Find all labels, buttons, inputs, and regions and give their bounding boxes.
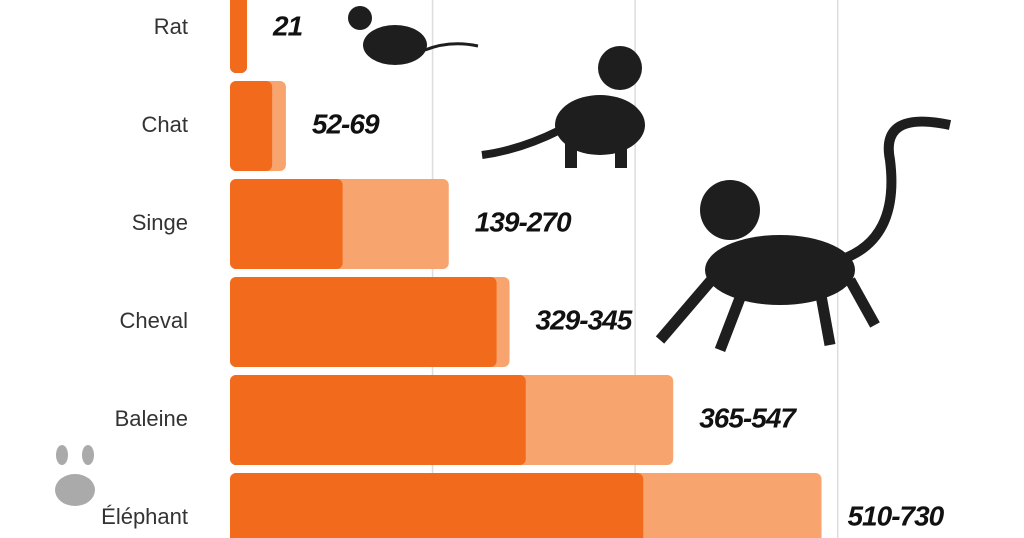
value-label: 510-730 xyxy=(847,500,944,531)
decorations xyxy=(55,6,952,506)
bar-min xyxy=(230,375,526,465)
bar-min xyxy=(230,277,497,367)
bar-min xyxy=(230,0,248,73)
value-label: 329-345 xyxy=(536,304,633,335)
value-label: 52-69 xyxy=(312,108,380,139)
bar-min xyxy=(230,81,273,171)
bar-min xyxy=(230,179,343,269)
category-label: Éléphant xyxy=(101,504,188,529)
value-label: 21 xyxy=(272,10,303,41)
category-label: Baleine xyxy=(115,406,188,431)
plot xyxy=(230,0,839,538)
category-label: Rat xyxy=(154,14,188,39)
category-label: Chat xyxy=(142,112,188,137)
category-label: Singe xyxy=(132,210,188,235)
value-label: 365-547 xyxy=(699,402,797,433)
category-label: Cheval xyxy=(120,308,188,333)
value-label: 139-270 xyxy=(475,206,572,237)
bar-min xyxy=(230,473,644,538)
